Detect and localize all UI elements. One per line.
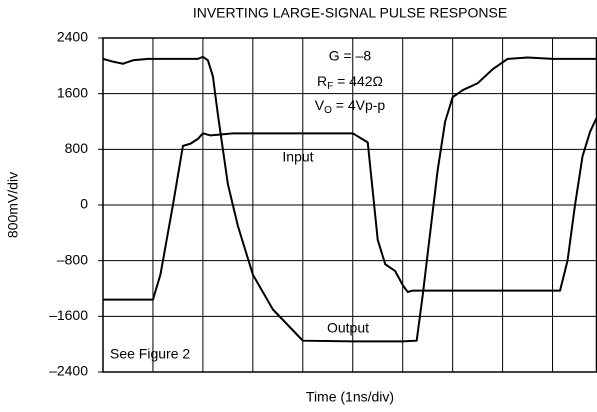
annotation-part: = 4Vp-p: [332, 97, 386, 113]
y-tick-label: –800: [57, 251, 88, 267]
y-tick-label: –2400: [49, 363, 88, 379]
y-tick-label: 1600: [57, 84, 88, 100]
annotation: VO = 4Vp-p: [315, 97, 386, 116]
y-tick-label: 800: [65, 140, 89, 156]
chart-title: INVERTING LARGE-SIGNAL PULSE RESPONSE: [193, 5, 507, 21]
annotation-part: V: [315, 97, 325, 113]
annotation-sub: F: [327, 81, 333, 92]
annotation-part: = 442Ω: [333, 73, 383, 89]
line-series: [103, 117, 597, 301]
y-axis-label: 800mV/div: [5, 172, 21, 238]
annotation: RF = 442Ω: [317, 73, 383, 92]
series-label: Input: [282, 149, 313, 165]
y-tick-label: –1600: [49, 307, 88, 323]
annotation: See Figure 2: [110, 346, 190, 362]
annotation-sub: O: [324, 105, 332, 116]
line-series: [102, 55, 597, 343]
series-label: Output: [327, 320, 369, 336]
y-tick-label: 2400: [57, 29, 88, 45]
y-tick-label: 0: [80, 196, 88, 212]
x-axis-label: Time (1ns/div): [306, 389, 394, 405]
annotation-part: R: [317, 73, 327, 89]
annotation: G = –8: [329, 48, 372, 64]
